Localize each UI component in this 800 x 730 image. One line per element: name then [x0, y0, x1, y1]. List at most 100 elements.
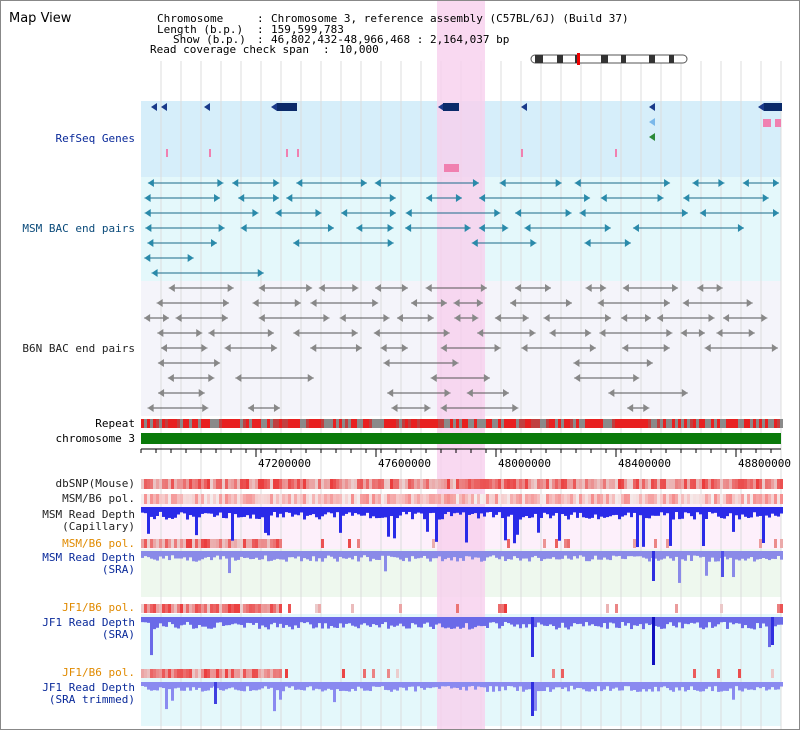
b6n-bac-end[interactable]	[681, 389, 688, 397]
msm-bac-end[interactable]	[600, 194, 607, 202]
b6n-bac-end[interactable]	[425, 284, 432, 292]
msm-bac-end[interactable]	[471, 239, 478, 247]
b6n-bac-end[interactable]	[597, 299, 604, 307]
msm-bac-end[interactable]	[151, 269, 158, 277]
track-label-chromosome[interactable]: chromosome 3	[55, 432, 135, 445]
b6n-bac-end[interactable]	[424, 404, 431, 412]
b6n-bac-end[interactable]	[339, 314, 346, 322]
b6n-bac-end[interactable]	[622, 344, 629, 352]
b6n-bac-end[interactable]	[502, 389, 509, 397]
msm-bac-end[interactable]	[499, 179, 506, 187]
b6n-bac-end[interactable]	[163, 314, 170, 322]
msm-bac-end[interactable]	[565, 209, 572, 217]
refseq-gene-arrow[interactable]	[758, 103, 764, 111]
b6n-bac-end[interactable]	[512, 404, 519, 412]
b6n-bac-end[interactable]	[227, 284, 234, 292]
msm-bac-end[interactable]	[327, 224, 334, 232]
refseq-gene-arrow[interactable]	[161, 103, 167, 111]
track-label-msm-b6-pol-2[interactable]: MSM/B6 pol.	[62, 537, 135, 550]
msm-bac-end[interactable]	[494, 209, 501, 217]
refseq-gene-arrow[interactable]	[649, 118, 655, 126]
b6n-bac-end[interactable]	[643, 404, 650, 412]
b6n-bac-end[interactable]	[208, 329, 215, 337]
b6n-bac-end[interactable]	[258, 284, 265, 292]
msm-bac-end[interactable]	[718, 179, 725, 187]
b6n-bac-end[interactable]	[306, 284, 313, 292]
b6n-bac-end[interactable]	[600, 284, 607, 292]
msm-bac-end[interactable]	[479, 194, 486, 202]
msm-bac-end[interactable]	[584, 239, 591, 247]
track-label-msm-depth-cap[interactable]: MSM Read Depth	[42, 508, 135, 521]
b6n-bac-end[interactable]	[147, 404, 154, 412]
b6n-bac-end[interactable]	[608, 389, 615, 397]
msm-bac-end[interactable]	[773, 209, 779, 217]
track-label-jf1-b6-pol-2[interactable]: JF1/B6 pol.	[62, 666, 135, 679]
refseq-gene-block[interactable]	[764, 103, 782, 111]
b6n-bac-end[interactable]	[443, 329, 450, 337]
refseq-gene-arrow[interactable]	[649, 103, 655, 111]
b6n-bac-end[interactable]	[672, 284, 679, 292]
b6n-bac-end[interactable]	[440, 404, 447, 412]
b6n-bac-end[interactable]	[198, 389, 205, 397]
b6n-bac-end[interactable]	[761, 314, 768, 322]
b6n-bac-end[interactable]	[494, 344, 501, 352]
b6n-bac-end[interactable]	[680, 329, 687, 337]
msm-bac-end[interactable]	[530, 239, 537, 247]
b6n-bac-end[interactable]	[383, 314, 390, 322]
msm-bac-end[interactable]	[211, 239, 218, 247]
b6n-bac-end[interactable]	[387, 389, 394, 397]
msm-bac-end[interactable]	[387, 239, 394, 247]
b6n-bac-end[interactable]	[352, 284, 359, 292]
b6n-bac-end[interactable]	[202, 404, 209, 412]
msm-bac-end[interactable]	[238, 194, 245, 202]
b6n-bac-end[interactable]	[627, 404, 634, 412]
msm-bac-end[interactable]	[218, 224, 225, 232]
b6n-bac-end[interactable]	[375, 284, 382, 292]
b6n-bac-end[interactable]	[544, 284, 551, 292]
b6n-bac-end[interactable]	[716, 329, 723, 337]
b6n-bac-end[interactable]	[663, 344, 670, 352]
msm-bac-end[interactable]	[681, 209, 688, 217]
b6n-bac-end[interactable]	[293, 329, 300, 337]
track-label-jf1-b6-pol[interactable]: JF1/B6 pol.	[62, 601, 135, 614]
b6n-bac-end[interactable]	[224, 344, 231, 352]
b6n-bac-end[interactable]	[452, 359, 459, 367]
msm-bac-end[interactable]	[515, 209, 522, 217]
b6n-bac-end[interactable]	[223, 299, 230, 307]
b6n-bac-end[interactable]	[157, 359, 164, 367]
msm-bac-end[interactable]	[144, 194, 151, 202]
msm-bac-end[interactable]	[144, 254, 151, 262]
b6n-bac-end[interactable]	[645, 314, 652, 322]
msm-bac-end[interactable]	[252, 209, 259, 217]
b6n-bac-end[interactable]	[396, 314, 403, 322]
msm-bac-end[interactable]	[360, 179, 367, 187]
b6n-bac-end[interactable]	[401, 344, 408, 352]
b6n-bac-end[interactable]	[271, 344, 278, 352]
b6n-bac-end[interactable]	[373, 329, 380, 337]
msm-bac-end[interactable]	[232, 179, 239, 187]
track-label-b6n-bac[interactable]: B6N BAC end pairs	[22, 342, 135, 355]
track-label-jf1-depth-trim[interactable]: JF1 Read Depth	[42, 681, 135, 694]
msm-bac-end[interactable]	[147, 239, 154, 247]
msm-bac-end[interactable]	[657, 194, 664, 202]
msm-bac-end[interactable]	[773, 179, 779, 187]
track-label-msm-bac[interactable]: MSM BAC end pairs	[22, 222, 135, 235]
b6n-bac-end[interactable]	[698, 329, 705, 337]
b6n-bac-end[interactable]	[156, 299, 163, 307]
msm-bac-end[interactable]	[293, 239, 300, 247]
b6n-bac-end[interactable]	[697, 284, 704, 292]
msm-bac-end[interactable]	[455, 194, 462, 202]
selection-highlight[interactable]	[437, 1, 485, 729]
b6n-bac-end[interactable]	[663, 299, 670, 307]
b6n-bac-end[interactable]	[310, 344, 317, 352]
msm-bac-end[interactable]	[692, 179, 699, 187]
b6n-bac-end[interactable]	[383, 359, 390, 367]
msm-bac-end[interactable]	[389, 209, 396, 217]
msm-bac-end[interactable]	[464, 224, 471, 232]
b6n-bac-end[interactable]	[214, 359, 221, 367]
refseq-gene-arrow[interactable]	[521, 103, 527, 111]
refseq-gene-arrow[interactable]	[271, 103, 277, 111]
msm-bac-end[interactable]	[405, 209, 412, 217]
b6n-bac-end[interactable]	[585, 284, 592, 292]
refseq-gene-block[interactable]	[277, 103, 297, 111]
